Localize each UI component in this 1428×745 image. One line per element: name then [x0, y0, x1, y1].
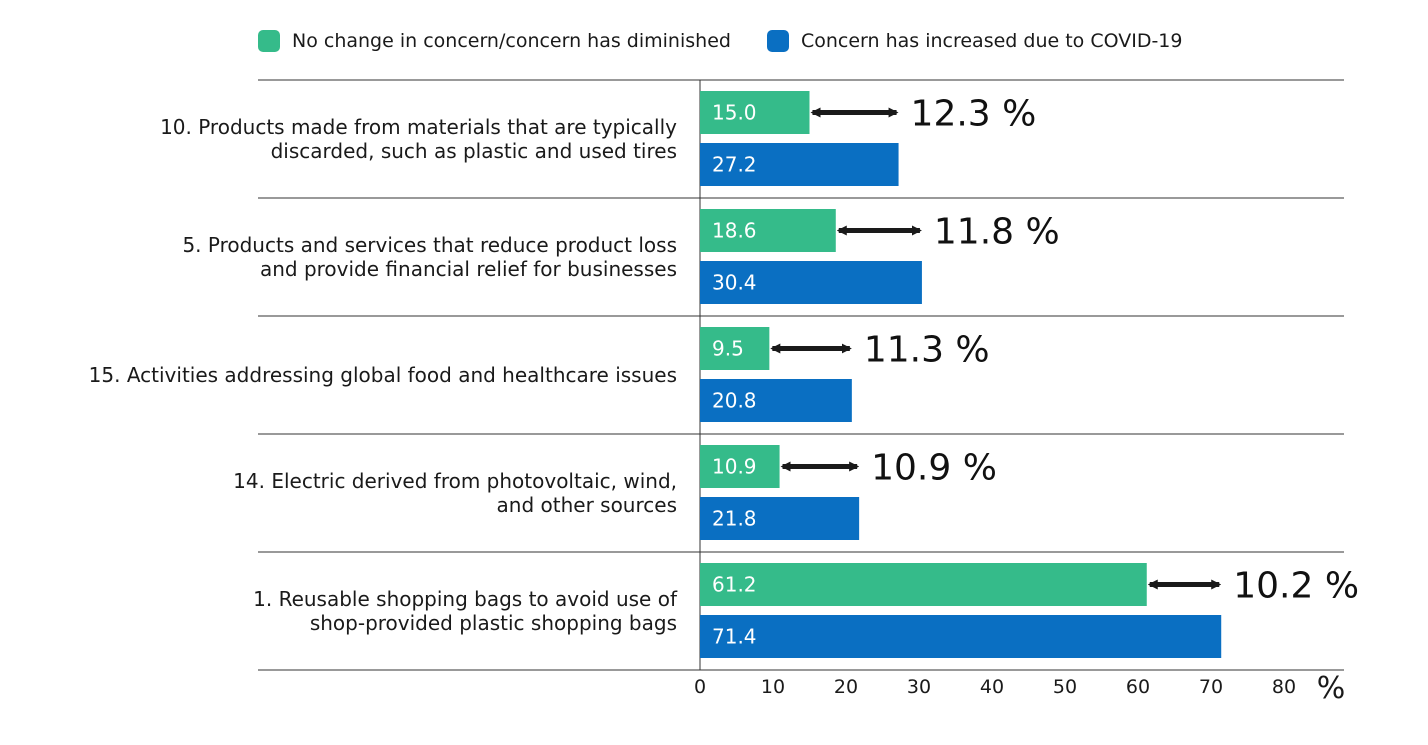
difference-annotation: 11.8 %: [934, 212, 1060, 253]
category-label: and provide financial relief for busines…: [260, 257, 677, 281]
x-tick-label: 0: [694, 676, 706, 698]
bar: [700, 143, 899, 186]
x-tick-label: 10: [761, 676, 785, 698]
difference-annotation: 12.3 %: [911, 94, 1037, 135]
bar-value-label: 30.4: [712, 271, 757, 295]
x-tick-label: 80: [1272, 676, 1296, 698]
legend-item-no-change: No change in concern/concern has diminis…: [258, 30, 731, 52]
bar: [700, 379, 852, 422]
x-tick-label: 60: [1126, 676, 1150, 698]
category-label: 1. Reusable shopping bags to avoid use o…: [253, 587, 678, 611]
category-label: 10. Products made from materials that ar…: [160, 115, 677, 139]
bar-value-label: 21.8: [712, 507, 757, 531]
bar-value-label: 20.8: [712, 389, 757, 413]
category-label: 5. Products and services that reduce pro…: [182, 233, 677, 257]
x-unit-label: %: [1317, 671, 1346, 706]
bar: [700, 563, 1147, 606]
legend: No change in concern/concern has diminis…: [258, 30, 1218, 52]
bar: [700, 497, 860, 540]
x-tick-label: 50: [1053, 676, 1077, 698]
bar: [700, 261, 922, 304]
legend-swatch-blue: [766, 30, 789, 52]
legend-label-no-change: No change in concern/concern has diminis…: [292, 30, 731, 52]
difference-annotation: 10.9 %: [871, 448, 997, 489]
x-tick-label: 40: [980, 676, 1004, 698]
category-label: 15. Activities addressing global food an…: [89, 363, 677, 387]
bar-value-label: 15.0: [712, 101, 757, 125]
bar-value-label: 10.9: [712, 455, 757, 479]
bar: [700, 209, 836, 252]
difference-annotation: 10.2 %: [1233, 566, 1359, 607]
category-label: and other sources: [497, 493, 677, 517]
legend-swatch-green: [258, 30, 280, 52]
bar: [700, 327, 770, 370]
x-tick-label: 30: [907, 676, 931, 698]
category-label: shop-provided plastic shopping bags: [310, 611, 677, 635]
bar: [700, 615, 1222, 658]
legend-label-increased: Concern has increased due to COVID-19: [800, 30, 1183, 52]
legend-item-increased: Concern has increased due to COVID-19: [766, 30, 1183, 52]
bar-value-label: 27.2: [712, 153, 757, 177]
bar-value-label: 18.6: [712, 219, 757, 243]
x-tick-label: 20: [834, 676, 858, 698]
category-label: 14. Electric derived from photovoltaic, …: [233, 469, 677, 493]
bar-value-label: 61.2: [712, 573, 757, 597]
bar-value-label: 9.5: [712, 337, 744, 361]
category-label: discarded, such as plastic and used tire…: [271, 139, 677, 163]
bar-value-label: 71.4: [712, 625, 757, 649]
bar: [700, 91, 810, 134]
bar: [700, 445, 780, 488]
x-tick-label: 70: [1199, 676, 1223, 698]
difference-annotation: 11.3 %: [864, 330, 990, 371]
